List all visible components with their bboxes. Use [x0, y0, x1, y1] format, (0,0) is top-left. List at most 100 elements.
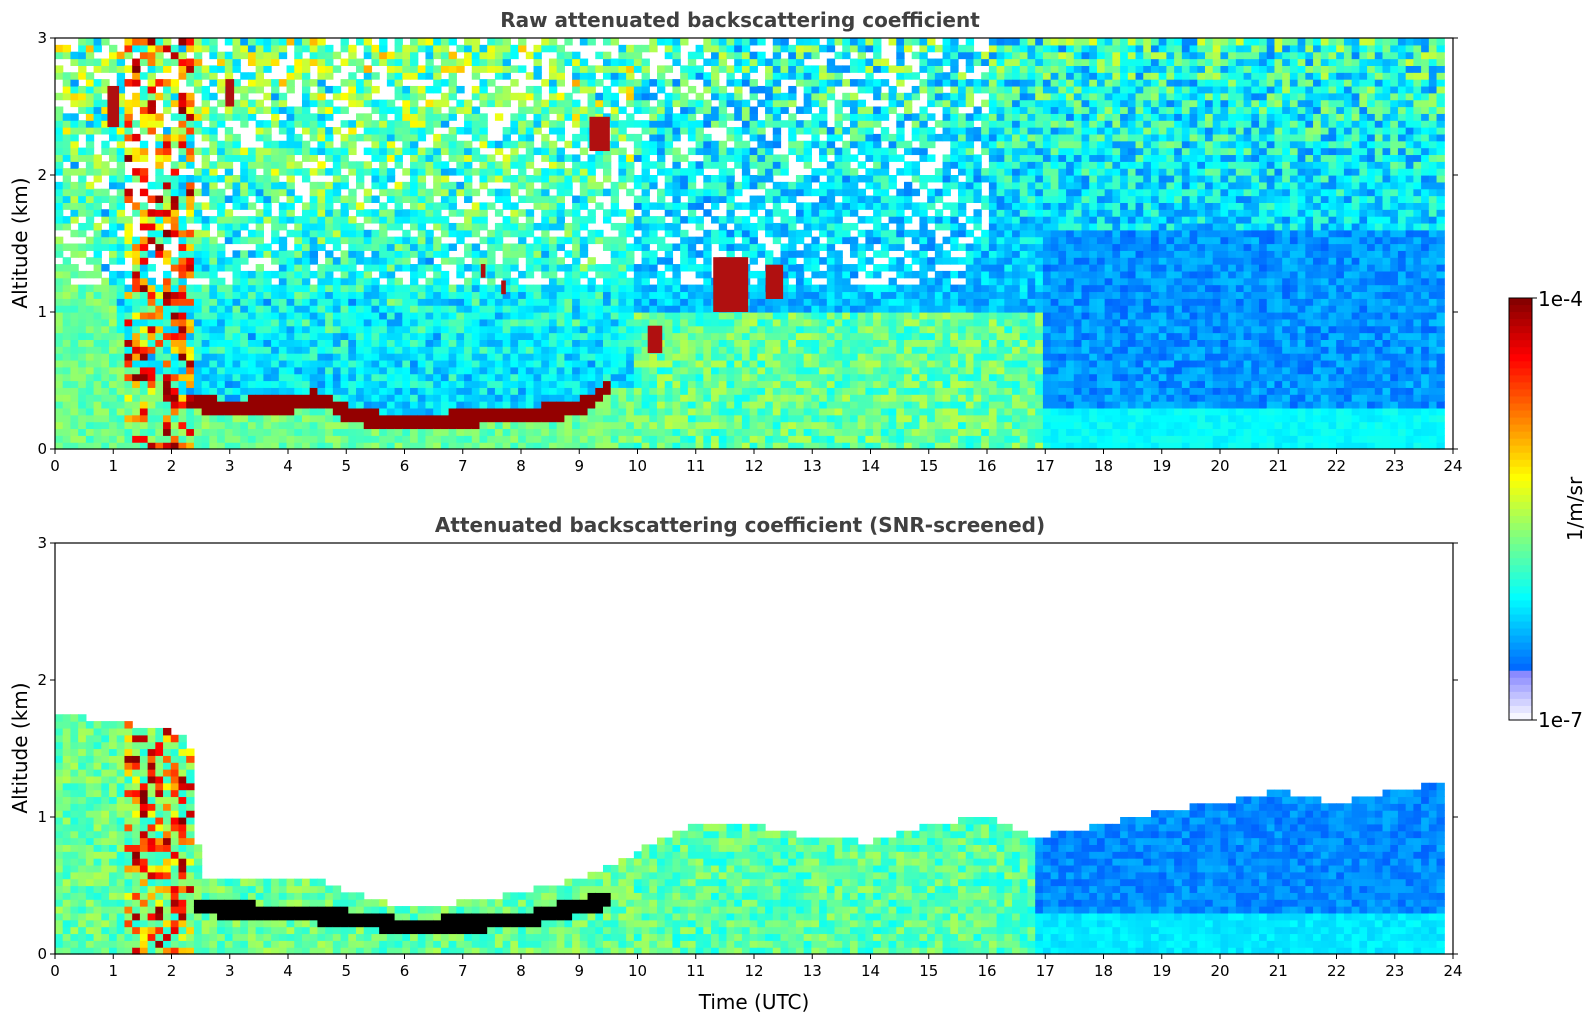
heatmap-cell [271, 435, 280, 443]
heatmap-cell [749, 202, 758, 210]
heatmap-cell [402, 401, 411, 409]
heatmap-cell [711, 175, 720, 183]
heatmap-cell [479, 435, 488, 443]
heatmap-cell [711, 79, 720, 87]
heatmap-cell [618, 222, 627, 231]
heatmap-cell [487, 161, 496, 169]
heatmap-cell [734, 401, 743, 409]
heatmap-cell [525, 154, 535, 162]
heatmap-cell [301, 291, 311, 299]
heatmap-cell [147, 209, 156, 217]
heatmap-cell [471, 291, 481, 299]
heatmap-cell [726, 127, 735, 135]
heatmap-cell [93, 65, 102, 73]
heatmap-cell [641, 325, 650, 334]
heatmap-cell [587, 366, 596, 375]
heatmap-cell [363, 339, 373, 347]
heatmap-cell [147, 435, 156, 443]
heatmap-cell [518, 243, 527, 251]
heatmap-cell [178, 243, 187, 251]
heatmap-cell [147, 250, 156, 258]
heatmap-cell [402, 394, 411, 402]
heatmap-cell [595, 359, 604, 368]
heatmap-cell [356, 353, 365, 361]
heatmap-cell [356, 58, 365, 66]
heatmap-cell [332, 243, 342, 251]
heatmap-cell [479, 65, 488, 73]
heatmap-cell [93, 407, 102, 416]
heatmap-cell [548, 394, 558, 402]
heatmap-cell [440, 366, 450, 375]
heatmap-cell [780, 284, 789, 293]
heatmap-cell [641, 181, 650, 190]
heatmap-cell [641, 250, 650, 258]
heatmap-cell [765, 209, 774, 217]
heatmap-cell [803, 44, 812, 53]
heatmap-cell [795, 414, 805, 423]
heatmap-cell [124, 339, 133, 347]
heatmap-cell [116, 154, 126, 162]
heatmap-cell [703, 147, 712, 156]
heatmap-cell [402, 325, 411, 334]
heatmap-cell [649, 353, 658, 361]
heatmap-cell [711, 407, 720, 416]
heatmap-cell [85, 72, 95, 80]
heatmap-cell [417, 243, 427, 251]
heatmap-cell [718, 195, 728, 203]
heatmap-cell [394, 325, 403, 334]
heatmap-cell [664, 380, 674, 388]
heatmap-cell [479, 257, 488, 265]
heatmap-cell [757, 284, 766, 293]
heatmap-cell [101, 387, 110, 395]
heatmap-cell [687, 147, 697, 156]
heatmap-cell [525, 394, 535, 402]
heatmap-cell [394, 222, 403, 231]
heatmap-cell [317, 243, 326, 251]
heatmap-cell [371, 346, 380, 354]
heatmap-cell [440, 99, 450, 108]
heatmap-cell [55, 202, 64, 210]
heatmap-cell [294, 325, 303, 334]
heatmap-cell [687, 202, 697, 210]
heatmap-cell [78, 325, 87, 334]
heatmap-cell [209, 175, 218, 183]
heatmap-cell [564, 442, 573, 450]
heatmap-cell [294, 216, 303, 224]
heatmap-cell [579, 181, 589, 190]
heatmap-cell [402, 442, 411, 450]
heatmap-cell [510, 428, 519, 436]
heatmap-cell [93, 305, 102, 313]
heatmap-cell [85, 120, 95, 128]
heatmap-cell [664, 264, 674, 272]
heatmap-cell [757, 339, 766, 347]
heatmap-cell [348, 394, 357, 402]
heatmap-cell [533, 353, 542, 361]
heatmap-cell [163, 394, 172, 402]
heatmap-cell [433, 161, 442, 169]
heatmap-cell [564, 428, 573, 436]
heatmap-cell [332, 127, 342, 135]
heatmap-cell [155, 44, 164, 53]
heatmap-cell [294, 113, 303, 121]
heatmap-cell [780, 414, 789, 423]
heatmap-cell [718, 51, 728, 60]
heatmap-cell [649, 106, 658, 114]
heatmap-cell [649, 147, 658, 156]
heatmap-cell [356, 284, 365, 293]
heatmap-cell [510, 209, 519, 217]
heatmap-cell [502, 421, 511, 430]
heatmap-cell [579, 305, 589, 313]
heatmap-cell [471, 380, 481, 388]
heatmap-cell [209, 421, 218, 430]
heatmap-cell [70, 401, 79, 409]
heatmap-cell [325, 298, 334, 306]
heatmap-cell [564, 277, 573, 286]
heatmap-cell [93, 161, 102, 169]
heatmap-cell [170, 181, 180, 190]
heatmap-cell [425, 202, 434, 210]
heatmap-cell [201, 85, 210, 94]
heatmap-cell [217, 58, 226, 66]
heatmap-cell [595, 264, 604, 272]
heatmap-cell [765, 140, 774, 149]
heatmap-cell [718, 407, 728, 416]
